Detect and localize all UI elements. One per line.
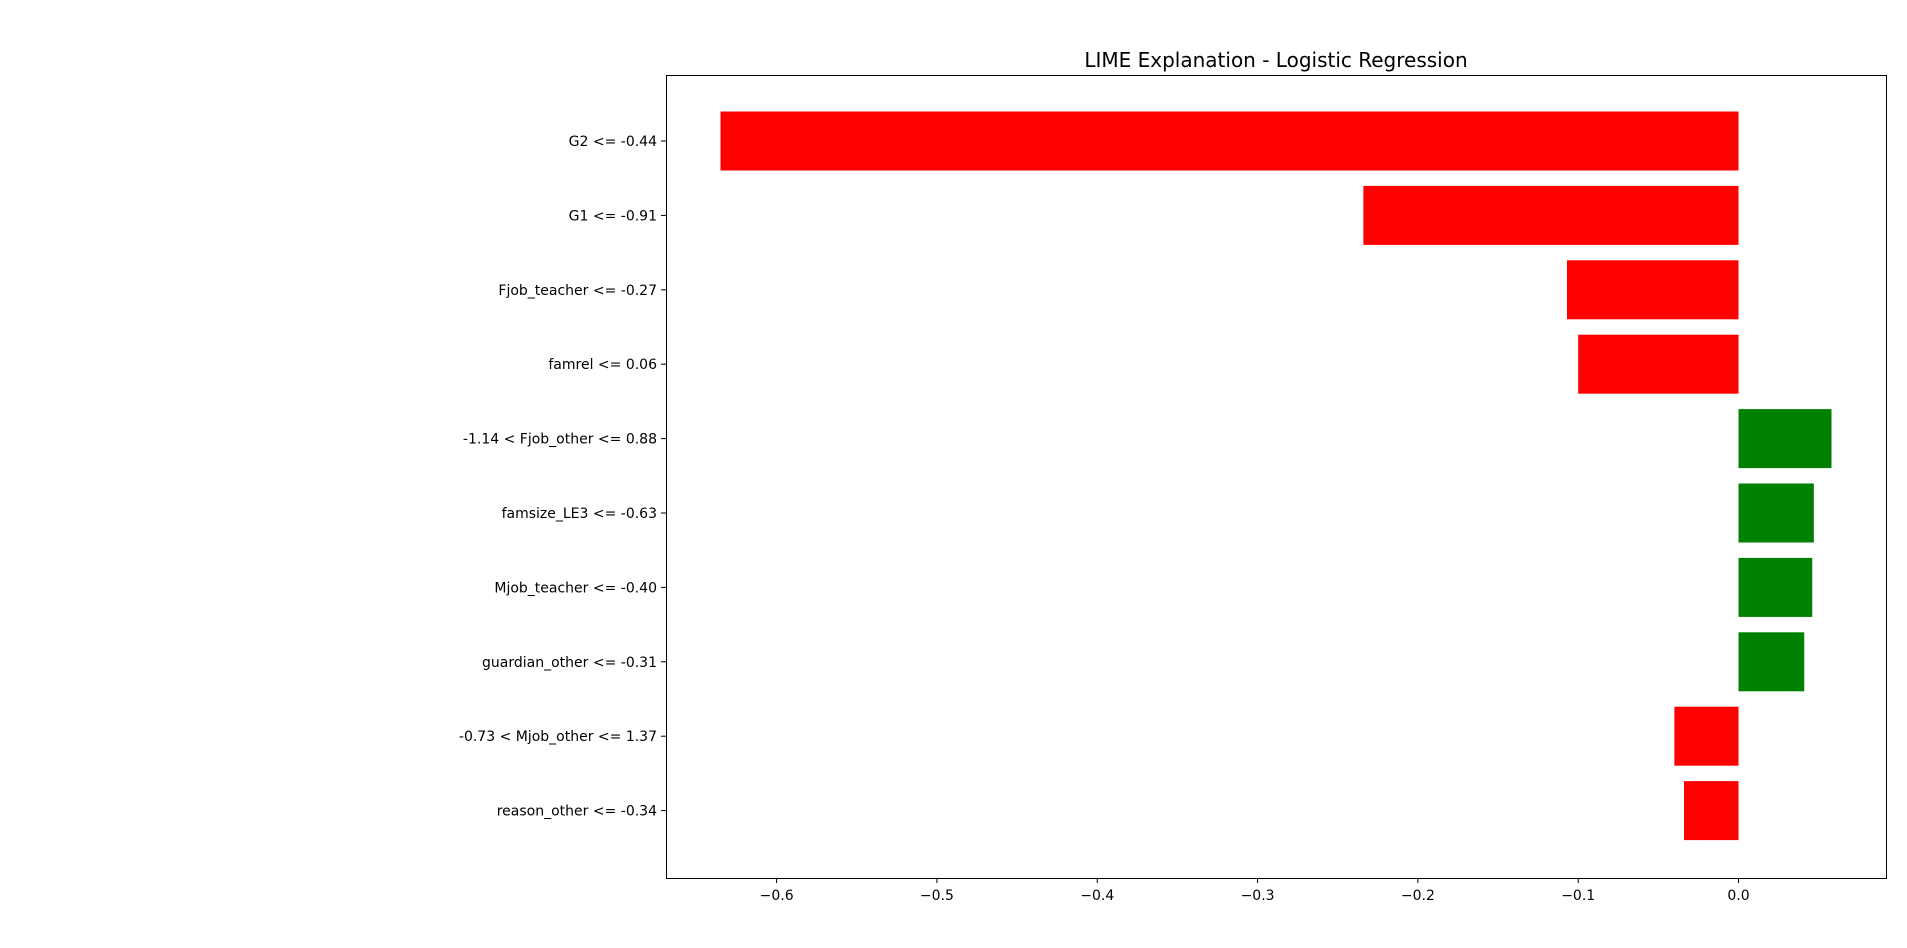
category-label-8: -0.73 < Mjob_other <= 1.37 (459, 729, 657, 745)
x-tick-label-4: −0.2 (1401, 888, 1435, 904)
bar-7 (1738, 632, 1805, 692)
bar-2 (1566, 260, 1739, 320)
category-labels: G2 <= -0.44 G1 <= -0.91 Fjob_teacher <= -0… (459, 134, 666, 820)
category-label-6: Mjob_teacher <= -0.40 (494, 580, 657, 596)
x-axis-ticks: −0.6 −0.5 −0.4 −0.3 −0.2 −0.1 0.0 (760, 878, 1750, 904)
category-label-3: famrel <= 0.06 (548, 357, 657, 373)
category-label-2: Fjob_teacher <= -0.27 (498, 283, 657, 299)
bar-5 (1738, 483, 1814, 543)
plot-frame (666, 75, 1887, 879)
category-label-7: guardian_other <= -0.31 (482, 655, 657, 671)
bar-9 (1684, 781, 1739, 841)
x-tick-label-0: −0.6 (760, 888, 794, 904)
bar-1 (1363, 185, 1739, 245)
chart-title: LIME Explanation - Logistic Regression (1084, 48, 1467, 72)
bar-0 (720, 111, 1739, 171)
x-tick-label-3: −0.3 (1241, 888, 1275, 904)
category-label-0: G2 <= -0.44 (569, 134, 657, 150)
bar-6 (1738, 557, 1813, 617)
x-tick-label-1: −0.5 (920, 888, 954, 904)
category-label-5: famsize_LE3 <= -0.63 (502, 506, 657, 522)
bar-4 (1738, 409, 1832, 469)
category-label-4: -1.14 < Fjob_other <= 0.88 (463, 432, 657, 448)
category-label-1: G1 <= -0.91 (569, 208, 657, 224)
bar-3 (1578, 334, 1739, 394)
category-label-9: reason_other <= -0.34 (497, 804, 657, 820)
x-tick-label-6: 0.0 (1727, 888, 1749, 904)
x-tick-label-5: −0.1 (1561, 888, 1595, 904)
bars-group (720, 111, 1832, 841)
x-tick-label-2: −0.4 (1080, 888, 1114, 904)
bar-8 (1674, 706, 1739, 766)
